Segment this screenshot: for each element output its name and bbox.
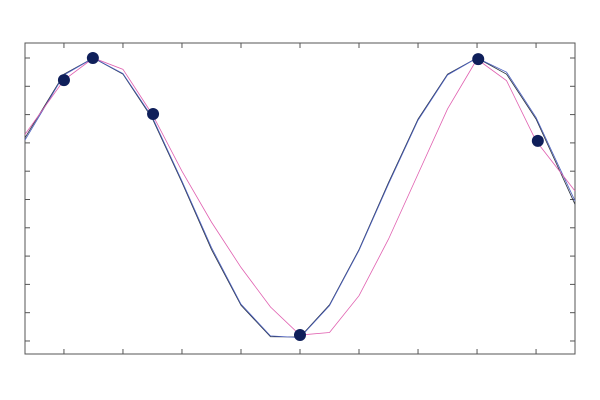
data-point [57,74,70,87]
data-point [294,329,306,342]
data-point [531,134,544,147]
data-point [147,108,160,121]
data-point [86,51,99,64]
plot-frame [24,42,576,355]
data-point [472,53,485,66]
series-line [24,57,576,338]
series-line [24,57,576,338]
series-line [24,57,576,336]
